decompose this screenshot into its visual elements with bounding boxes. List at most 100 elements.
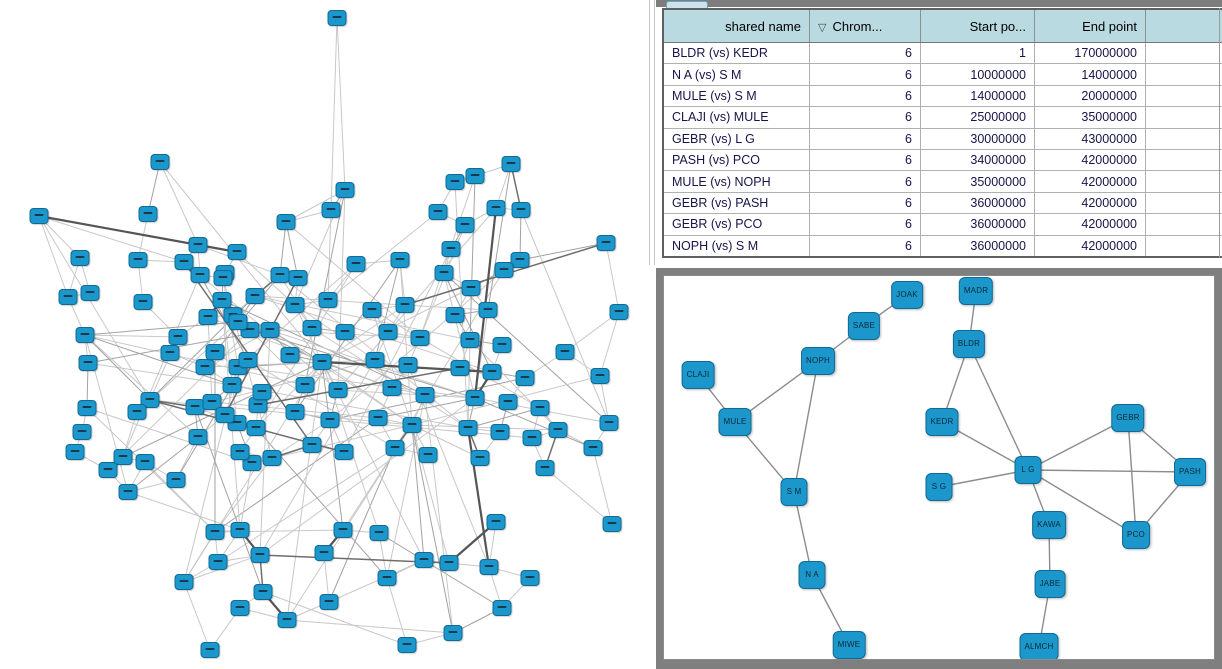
network-node[interactable] [118, 484, 138, 500]
network-node[interactable] [548, 422, 568, 438]
network-node[interactable] [202, 394, 222, 410]
network-node[interactable] [215, 407, 235, 423]
table-cell[interactable]: BLDR (vs) KEDR [663, 42, 810, 65]
table-row[interactable]: N A (vs) S M610000000140000006.6 [663, 63, 1222, 86]
network-node[interactable] [127, 404, 147, 420]
network-node[interactable] [465, 390, 485, 406]
network-node[interactable] [321, 202, 341, 218]
network-node[interactable] [362, 302, 382, 318]
network-node[interactable] [596, 235, 616, 251]
table-cell[interactable]: 6 [809, 170, 921, 193]
network-node-kawa[interactable]: KAWA [1032, 511, 1066, 539]
network-node[interactable] [270, 267, 290, 283]
network-node[interactable] [498, 394, 518, 410]
table-cell[interactable]: 42000000 [1034, 213, 1146, 236]
network-node[interactable] [190, 267, 210, 283]
table-cell[interactable]: 34000000 [920, 149, 1035, 172]
table-row[interactable]: MULE (vs) NOPH6350000004200000010.5 [663, 170, 1222, 193]
network-node[interactable] [327, 10, 347, 26]
table-cell[interactable]: 9.9 [1145, 235, 1222, 258]
network-node[interactable] [302, 320, 322, 336]
table-panel-tab[interactable] [666, 1, 708, 8]
network-node[interactable] [439, 555, 459, 571]
table-cell[interactable]: 35000000 [1034, 106, 1146, 129]
network-node[interactable] [295, 377, 315, 393]
column-header-chrom[interactable]: ▽ Chrom... [809, 9, 921, 43]
network-node[interactable] [461, 280, 481, 296]
network-node[interactable] [260, 322, 280, 338]
network-node[interactable] [382, 380, 402, 396]
network-node[interactable] [276, 214, 296, 230]
network-node[interactable] [166, 472, 186, 488]
network-node[interactable] [188, 237, 208, 253]
network-node[interactable] [535, 460, 555, 476]
network-node[interactable] [378, 324, 398, 340]
network-node[interactable] [318, 292, 338, 308]
network-node[interactable] [320, 412, 340, 428]
network-node[interactable] [128, 252, 148, 268]
network-node-pco[interactable]: PCO [1122, 521, 1150, 549]
network-node[interactable] [280, 347, 300, 363]
network-node[interactable] [482, 364, 502, 380]
column-header-shared-name[interactable]: shared name [663, 9, 810, 43]
table-cell[interactable]: 6 [809, 106, 921, 129]
network-node[interactable] [277, 612, 297, 628]
table-cell[interactable]: PASH (vs) PCO [663, 149, 810, 172]
network-node[interactable] [428, 204, 448, 220]
table-cell[interactable]: 30000000 [920, 128, 1035, 150]
network-node[interactable] [368, 410, 388, 426]
network-node[interactable] [245, 288, 265, 304]
column-header-end-point[interactable]: End point [1034, 9, 1146, 43]
network-node-sabe[interactable]: SABE [847, 312, 881, 340]
table-cell[interactable]: 6 [809, 85, 921, 108]
network-node-s-m[interactable]: S M [780, 478, 808, 506]
network-node[interactable] [150, 154, 170, 170]
table-cell[interactable]: 6 [809, 192, 921, 215]
network-node[interactable] [335, 182, 355, 198]
network-node[interactable] [230, 444, 250, 460]
network-node[interactable] [205, 524, 225, 540]
network-node[interactable] [195, 359, 215, 375]
panel-splitter[interactable] [648, 0, 656, 669]
table-cell[interactable]: 35000000 [920, 170, 1035, 193]
network-node-madr[interactable]: MADR [958, 277, 994, 305]
table-cell[interactable]: 170000000 [1034, 42, 1146, 65]
network-node-n-a[interactable]: N A [798, 561, 826, 589]
table-cell[interactable]: GEBR (vs) PASH [663, 192, 810, 215]
network-node[interactable] [397, 637, 417, 653]
network-node-gebr[interactable]: GEBR [1111, 404, 1145, 432]
network-node[interactable] [522, 430, 542, 446]
network-node[interactable] [138, 206, 158, 222]
table-cell[interactable]: MULE (vs) NOPH [663, 170, 810, 193]
table-cell[interactable]: 42000000 [1034, 149, 1146, 172]
table-cell[interactable]: 6.6 [1145, 63, 1222, 86]
table-cell[interactable]: 16.9 [1145, 128, 1222, 150]
network-node[interactable] [460, 332, 480, 348]
table-cell[interactable]: N A (vs) S M [663, 63, 810, 86]
column-header-start-po[interactable]: Start po... [920, 9, 1035, 43]
network-node-claji[interactable]: CLAJI [681, 361, 715, 389]
network-node[interactable] [441, 241, 461, 257]
network-node[interactable] [555, 344, 575, 360]
network-node-bldr[interactable]: BLDR [952, 330, 986, 358]
table-cell[interactable]: 36000000 [920, 213, 1035, 236]
network-node[interactable] [70, 250, 90, 266]
network-node[interactable] [65, 444, 85, 460]
table-cell[interactable]: 1 [920, 42, 1035, 65]
network-node[interactable] [494, 262, 514, 278]
table-cell[interactable]: 6 [809, 42, 921, 65]
network-node[interactable] [314, 545, 334, 561]
table-cell[interactable]: 6 [809, 128, 921, 150]
main-network-canvas[interactable] [0, 0, 648, 669]
table-cell[interactable]: 192.0 [1145, 42, 1222, 65]
table-cell[interactable]: 7.5 [1145, 85, 1222, 108]
network-node[interactable] [227, 244, 247, 260]
network-node[interactable] [530, 400, 550, 416]
table-cell[interactable]: 42000000 [1034, 235, 1146, 258]
table-cell[interactable]: NOPH (vs) S M [663, 235, 810, 258]
table-row[interactable]: BLDR (vs) KEDR61170000000192.0 [663, 42, 1222, 65]
table-cell[interactable]: CLAJI (vs) MULE [663, 106, 810, 129]
table-cell[interactable]: 6 [809, 63, 921, 86]
network-node[interactable] [262, 450, 282, 466]
table-cell[interactable]: GEBR (vs) PCO [663, 213, 810, 236]
